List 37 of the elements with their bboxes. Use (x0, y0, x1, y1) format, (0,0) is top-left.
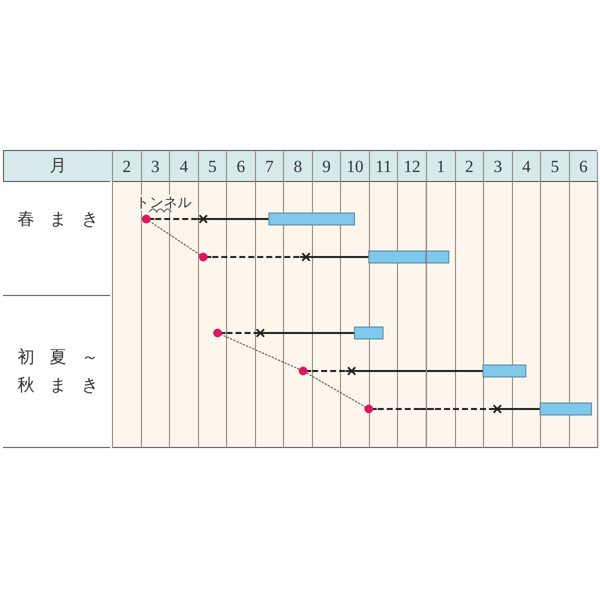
x-tick-label: 8 (294, 157, 302, 176)
point (213, 328, 222, 338)
y-tick-label: 初夏～秋まき (18, 348, 114, 396)
bar (482, 364, 526, 378)
x-tick-label: 5 (208, 157, 217, 176)
x-tick-label: 4 (522, 157, 531, 176)
bar (268, 212, 355, 226)
x-tick-label: 12 (404, 157, 421, 176)
x-tick-label: 2 (122, 157, 132, 176)
x-tick-label: 3 (151, 157, 160, 176)
x-tick-label: 5 (550, 157, 559, 176)
point (198, 214, 208, 224)
point (142, 214, 151, 224)
bar (260, 332, 354, 334)
point (298, 366, 308, 376)
x-tick-label: 6 (578, 157, 588, 176)
x-tick-label: 11 (375, 157, 392, 176)
point (364, 404, 374, 414)
point (198, 252, 208, 262)
bar (539, 402, 592, 416)
x-axis-title: 月 (50, 156, 82, 176)
bar (354, 326, 384, 340)
x-tick-label: 9 (322, 157, 331, 176)
point (347, 366, 356, 376)
bar (497, 408, 540, 410)
x-tick-label: 6 (236, 157, 246, 176)
x-tick-label: 3 (493, 157, 502, 176)
x-tick-label: 10 (346, 157, 364, 176)
bar (203, 218, 269, 220)
point (256, 328, 265, 338)
x-tick-label: 4 (180, 157, 189, 176)
point (301, 252, 311, 262)
x-tick-label: 2 (464, 157, 474, 176)
x-tick-label: 1 (436, 157, 445, 176)
y-tick-label: 春まき (18, 210, 114, 230)
bar (306, 256, 369, 258)
x-tick-label: 7 (265, 157, 274, 176)
